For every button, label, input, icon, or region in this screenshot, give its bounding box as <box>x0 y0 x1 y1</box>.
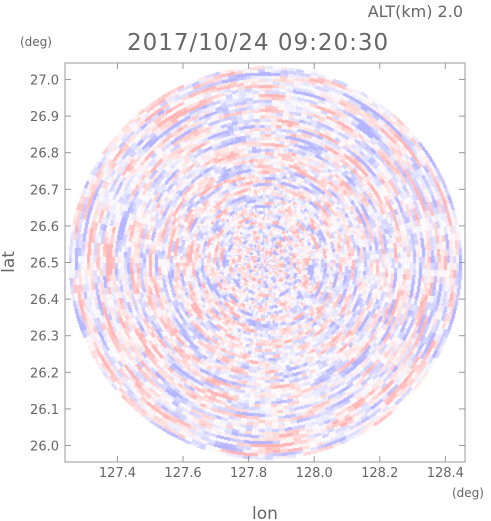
y-tick-label: 26.8 <box>30 147 59 162</box>
y-tick-label: 26.2 <box>30 366 59 381</box>
y-tick-label: 26.7 <box>30 183 59 198</box>
x-tick-label: 127.8 <box>230 466 267 481</box>
y-unit-label: (deg) <box>20 35 52 49</box>
x-tick-label: 128.2 <box>361 466 398 481</box>
radar-reflectivity-field <box>65 63 465 462</box>
x-tick-label: 128.4 <box>427 466 464 481</box>
x-tick-label: 127.4 <box>99 466 136 481</box>
x-tick-label: 128.0 <box>296 466 333 481</box>
x-axis-label: lon <box>252 504 278 521</box>
tick-layer: 127.4 127.6 127.8 128.0 128.2 128.4 26.0 26.1 26… <box>30 63 465 481</box>
radar-data-layer <box>65 63 465 462</box>
y-tick-label: 26.3 <box>30 330 59 345</box>
y-tick-label: 26.5 <box>30 257 59 272</box>
y-tick-label: 26.0 <box>30 440 59 455</box>
y-tick-label: 26.1 <box>30 403 59 418</box>
y-axis-label: lat <box>0 251 19 273</box>
chart-title: 2017/10/24 09:20:30 <box>127 30 389 56</box>
y-tick-label: 26.6 <box>30 220 59 235</box>
y-tick-label: 27.0 <box>30 73 59 88</box>
x-unit-label: (deg) <box>452 486 484 500</box>
x-tick-label: 127.6 <box>164 466 201 481</box>
y-tick-label: 26.4 <box>30 293 59 308</box>
altitude-label: ALT(km) 2.0 <box>368 2 463 21</box>
y-tick-label: 26.9 <box>30 110 59 125</box>
